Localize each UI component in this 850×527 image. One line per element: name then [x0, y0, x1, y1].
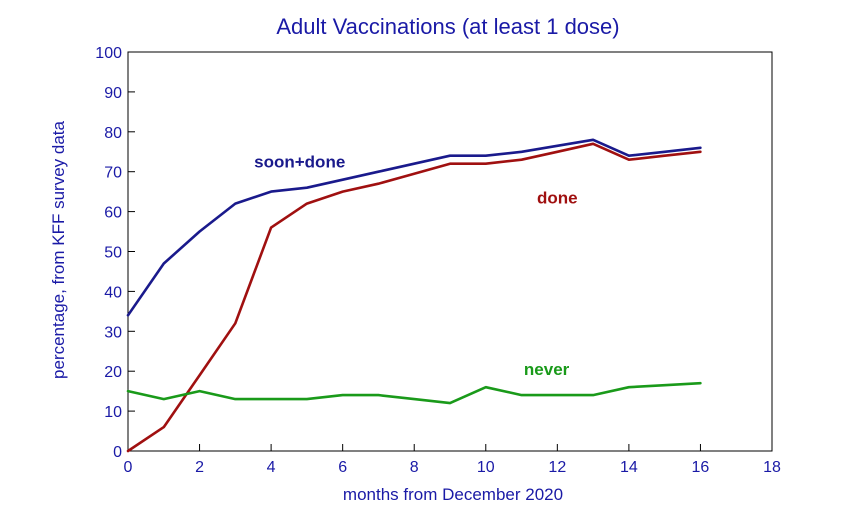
x-tick-label: 10	[477, 459, 495, 476]
x-tick-label: 2	[195, 459, 204, 476]
series-line-done	[126, 142, 702, 453]
plot-area: 0 2 4 6 8 10 12 14 16 18 0 10 20 30 40 50 60 70 80 90 100 soo…	[95, 45, 781, 476]
chart-title: Adult Vaccinations (at least 1 dose)	[276, 14, 619, 39]
y-tick-label: 60	[104, 205, 122, 222]
y-axis-label: percentage, from KFF survey data	[49, 120, 68, 378]
y-tick-label: 30	[104, 324, 122, 341]
x-tick-label: 4	[267, 459, 276, 476]
x-tick-label: 12	[548, 459, 566, 476]
series-line-soon-done	[126, 138, 702, 317]
y-tick-label: 40	[104, 284, 122, 301]
y-tick-label: 70	[104, 165, 122, 182]
y-tick-label: 90	[104, 85, 122, 102]
y-tick-label: 100	[95, 45, 122, 62]
y-tick-label: 50	[104, 245, 122, 262]
series-label-soon-done: soon+done	[254, 153, 345, 172]
x-axis-label: months from December 2020	[343, 485, 563, 504]
x-tick-label: 14	[620, 459, 638, 476]
y-tick-label: 80	[104, 125, 122, 142]
y-tick-label: 0	[113, 444, 122, 461]
series-label-done: done	[537, 189, 578, 208]
x-tick-label: 0	[124, 459, 133, 476]
x-tick-label: 6	[338, 459, 347, 476]
series-label-never: never	[524, 360, 570, 379]
x-tick-label: 18	[763, 459, 781, 476]
series-line-never	[126, 381, 702, 405]
y-tick-label: 10	[104, 404, 122, 421]
y-tick-label: 20	[104, 364, 122, 381]
plot-frame	[127, 51, 773, 452]
x-tick-label: 16	[692, 459, 710, 476]
x-tick-label: 8	[410, 459, 419, 476]
